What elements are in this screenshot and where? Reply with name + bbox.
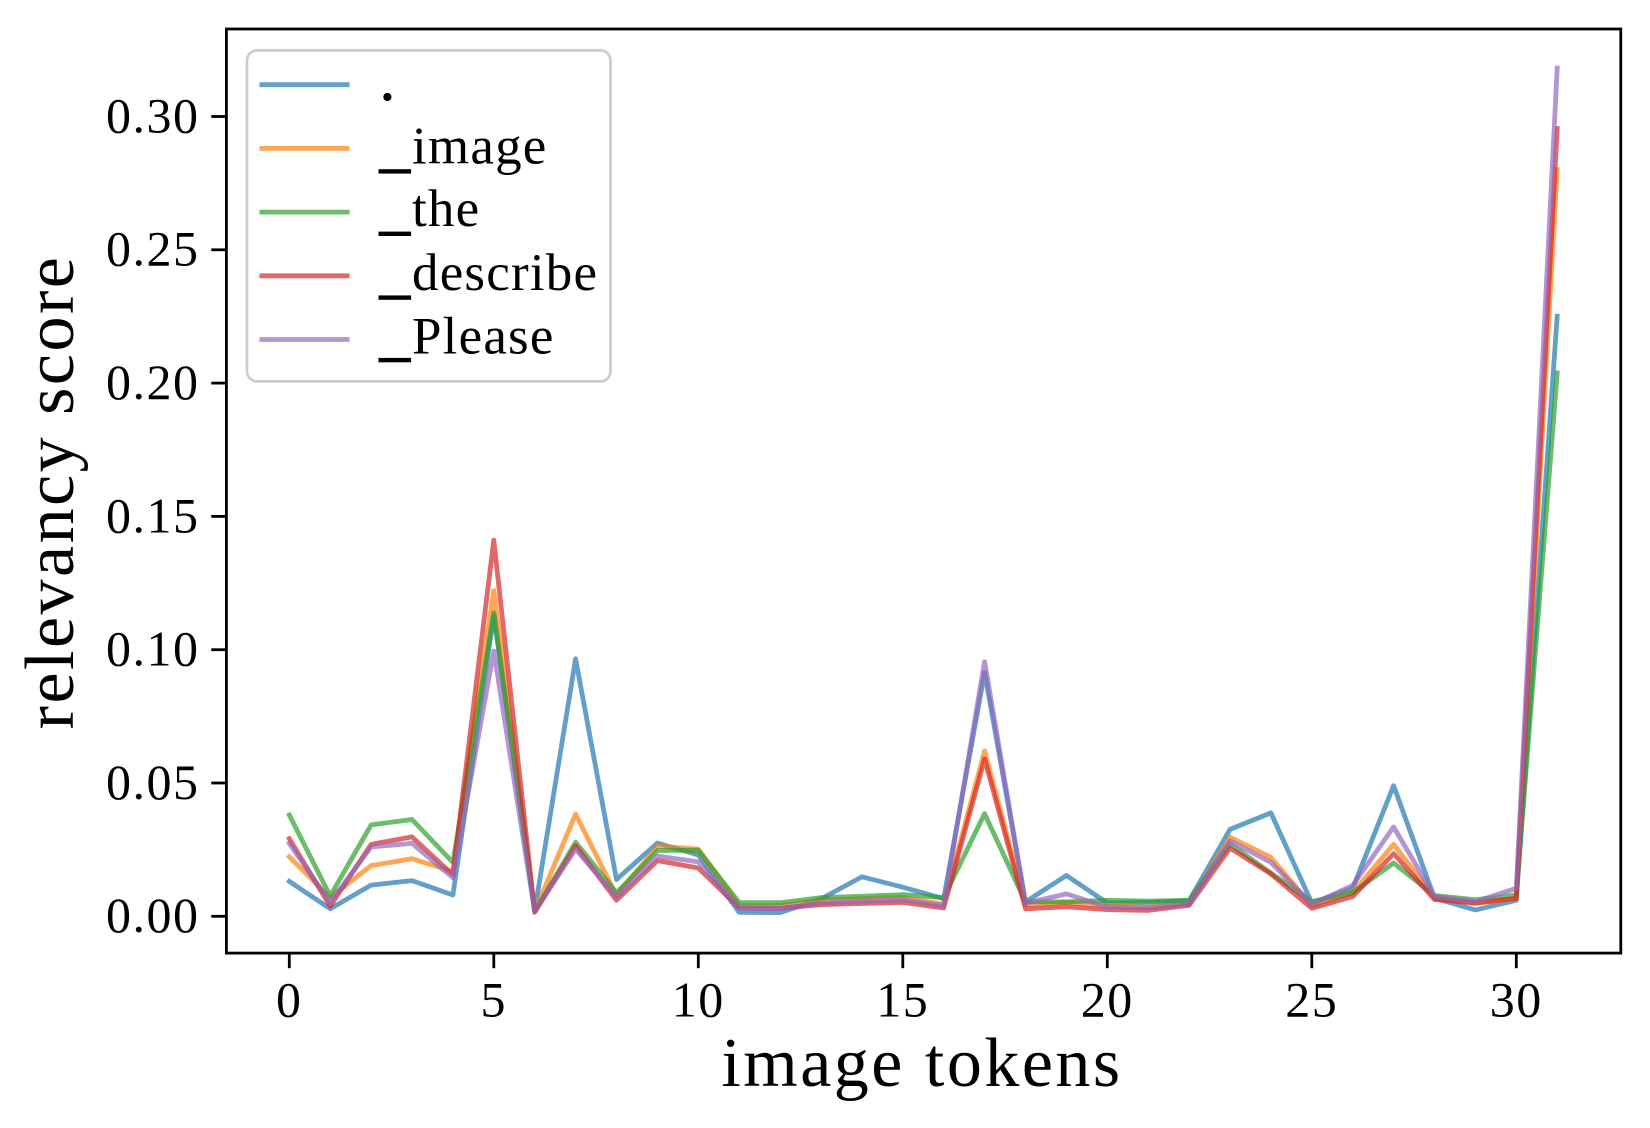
svg-text:0.05: 0.05: [106, 754, 200, 810]
svg-text:0.30: 0.30: [106, 87, 200, 143]
svg-text:relevancy score: relevancy score: [12, 255, 89, 730]
svg-text:image tokens: image tokens: [721, 1025, 1122, 1102]
svg-text:0.15: 0.15: [106, 487, 200, 543]
svg-text:the: the: [412, 180, 480, 238]
svg-text:20: 20: [1081, 972, 1134, 1028]
svg-text:0.20: 0.20: [106, 354, 200, 410]
svg-text:describe: describe: [412, 244, 598, 302]
svg-text:15: 15: [876, 972, 929, 1028]
svg-text:0.25: 0.25: [106, 221, 200, 277]
svg-text:30: 30: [1490, 972, 1543, 1028]
svg-text:10: 10: [672, 972, 725, 1028]
svg-text:0: 0: [276, 972, 303, 1028]
svg-text:5: 5: [481, 972, 508, 1028]
svg-text:0.00: 0.00: [106, 887, 200, 943]
svg-text:0.10: 0.10: [106, 621, 200, 677]
svg-text:Please: Please: [412, 308, 555, 366]
svg-text:25: 25: [1285, 972, 1338, 1028]
svg-text:image: image: [412, 118, 548, 176]
